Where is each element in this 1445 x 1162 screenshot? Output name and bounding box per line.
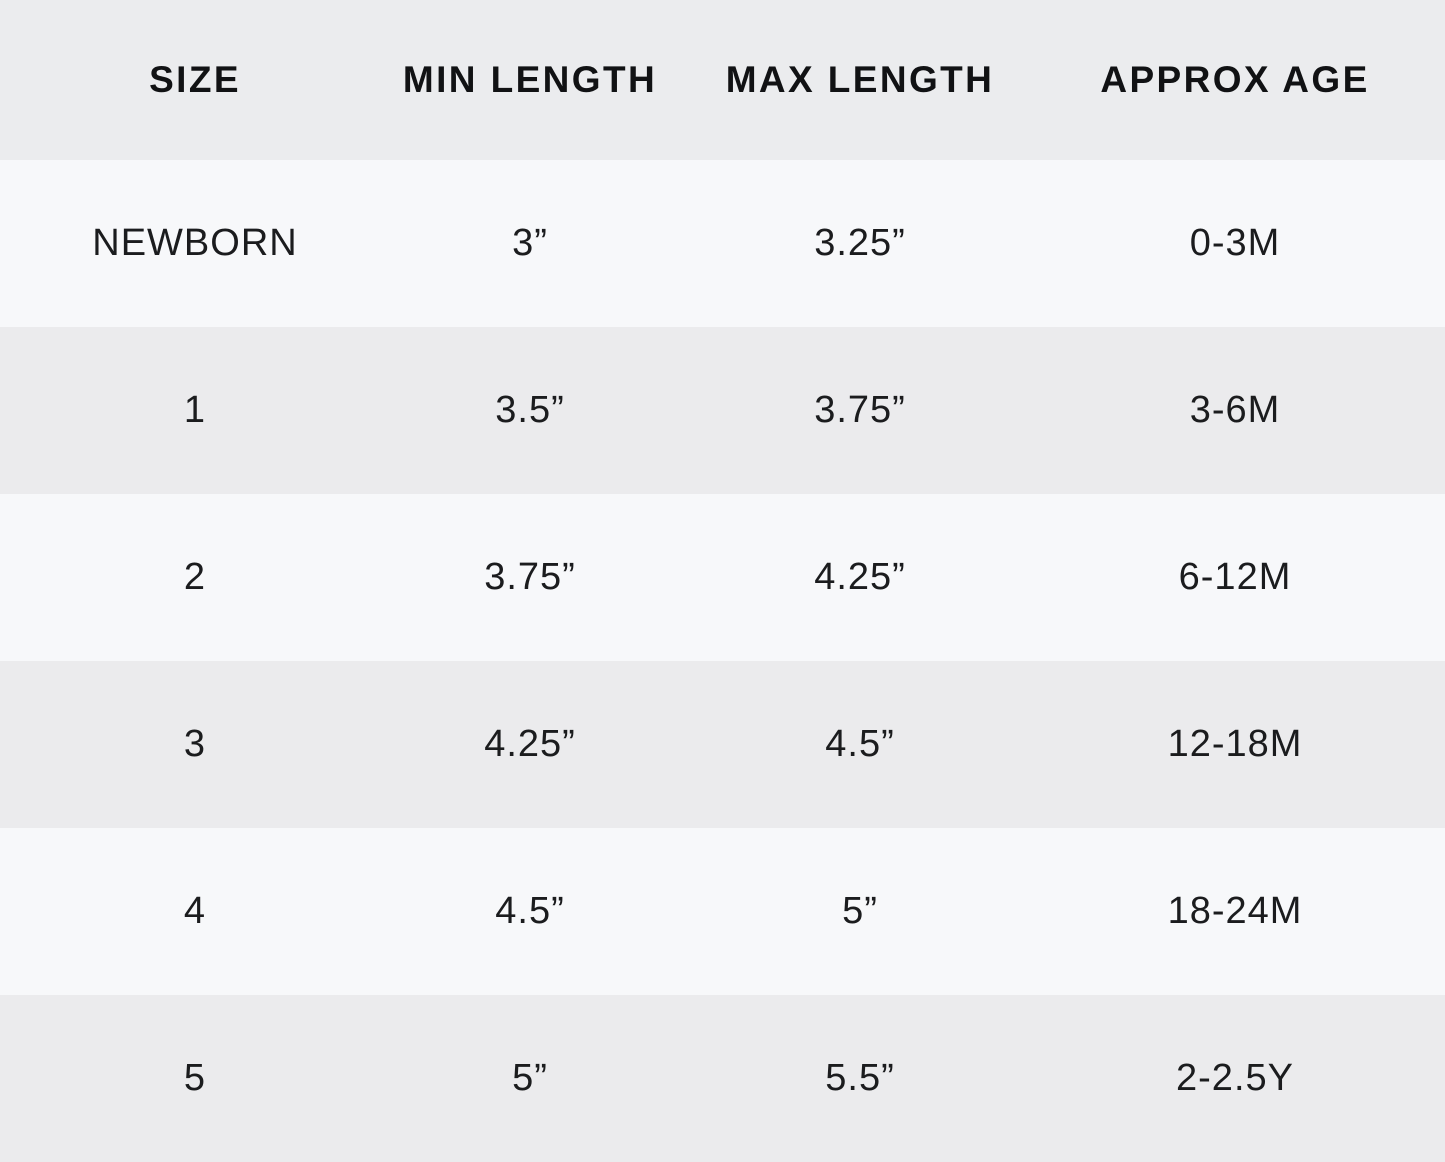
cell-size: 1 <box>183 389 207 431</box>
cell-min-length: 5” <box>512 1057 548 1099</box>
table-row: 1 3.5” 3.75” 3-6M <box>0 327 1445 494</box>
cell-approx-age: 6-12M <box>1178 556 1292 598</box>
cell-approx-age: 2-2.5Y <box>1176 1057 1294 1099</box>
cell-min-length: 4.5” <box>495 890 565 932</box>
cell-size: 3 <box>183 723 207 765</box>
table-row: NEWBORN 3” 3.25” 0-3M <box>0 160 1445 327</box>
column-header-size: SIZE <box>149 59 241 100</box>
table-row: 5 5” 5.5” 2-2.5Y <box>0 995 1445 1162</box>
cell-approx-age: 0-3M <box>1189 222 1281 264</box>
table-header-row: SIZE MIN LENGTH MAX LENGTH APPROX AGE <box>0 0 1445 160</box>
cell-max-length: 4.5” <box>825 723 895 765</box>
cell-min-length: 4.25” <box>484 723 576 765</box>
column-header-min-length: MIN LENGTH <box>402 59 658 100</box>
cell-min-length: 3.5” <box>495 389 565 431</box>
cell-max-length: 3.25” <box>814 222 906 264</box>
cell-size: 4 <box>183 890 207 932</box>
cell-max-length: 5.5” <box>825 1057 895 1099</box>
cell-size: NEWBORN <box>92 222 298 264</box>
table-row: 2 3.75” 4.25” 6-12M <box>0 494 1445 661</box>
cell-approx-age: 18-24M <box>1167 890 1303 932</box>
cell-size: 2 <box>183 556 207 598</box>
cell-max-length: 4.25” <box>814 556 906 598</box>
cell-approx-age: 12-18M <box>1167 723 1303 765</box>
cell-size: 5 <box>183 1057 207 1099</box>
cell-max-length: 5” <box>842 890 878 932</box>
cell-approx-age: 3-6M <box>1189 389 1281 431</box>
column-header-max-length: MAX LENGTH <box>725 59 995 100</box>
table-row: 3 4.25” 4.5” 12-18M <box>0 661 1445 828</box>
cell-min-length: 3.75” <box>484 556 576 598</box>
table-body: NEWBORN 3” 3.25” 0-3M 1 3.5” 3.75” 3-6M … <box>0 160 1445 1162</box>
cell-max-length: 3.75” <box>814 389 906 431</box>
column-header-approx-age: APPROX AGE <box>1100 59 1370 100</box>
cell-min-length: 3” <box>512 222 548 264</box>
table-row: 4 4.5” 5” 18-24M <box>0 828 1445 995</box>
